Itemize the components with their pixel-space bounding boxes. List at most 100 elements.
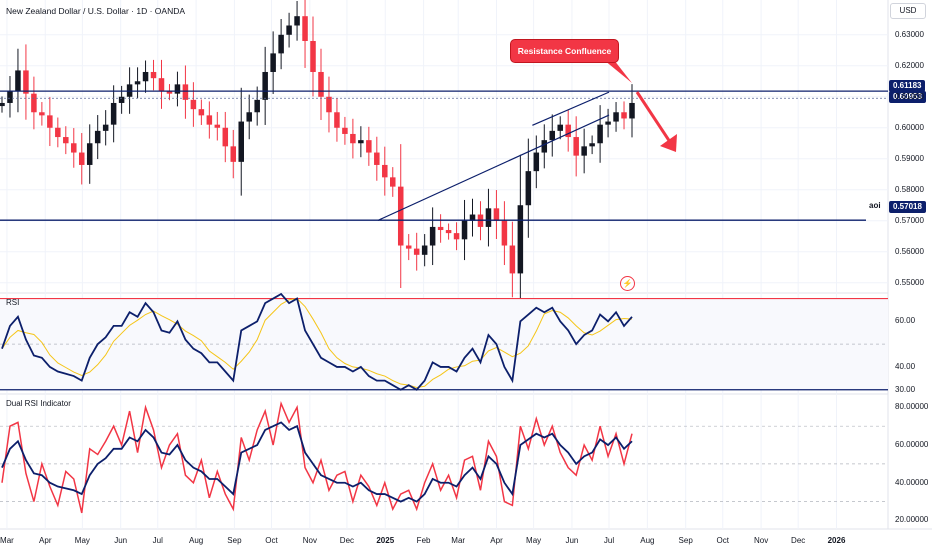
candle [374, 152, 380, 165]
down-arrow-head [660, 134, 677, 152]
candle [174, 84, 181, 94]
price-tick-label: 0.55000 [895, 277, 924, 287]
rsi-pane[interactable] [0, 292, 888, 391]
time-tick-label: Aug [188, 536, 204, 545]
price-tick-label: 0.60000 [895, 122, 924, 132]
candle [246, 112, 252, 122]
resistance-callout: Resistance Confluence [510, 39, 619, 63]
time-tick-label: Jul [152, 536, 163, 545]
candle [15, 70, 21, 91]
candle [63, 137, 69, 144]
time-tick-label: Mar [451, 536, 466, 545]
price-tick-label: 0.63000 [895, 29, 924, 39]
candle [31, 93, 37, 113]
candle [254, 99, 260, 113]
candle [605, 121, 611, 125]
dual-rsi-tick-label: 60.00000 [895, 440, 929, 450]
candle [565, 124, 571, 138]
time-tick-label: May [526, 536, 542, 545]
time-tick-label: Oct [716, 536, 729, 545]
candle [118, 96, 125, 103]
candle [581, 146, 587, 156]
time-tick-label: May [74, 536, 90, 545]
time-tick-label: Mar [0, 536, 14, 545]
price-tick-label: 0.62000 [895, 60, 924, 70]
candle [397, 186, 404, 246]
candle [182, 84, 189, 100]
time-tick-label: Jun [114, 536, 128, 545]
candle [485, 208, 492, 227]
candle [222, 127, 229, 147]
rsi-ma-line [1, 298, 633, 388]
price-pane[interactable] [0, 0, 888, 324]
candle [613, 112, 619, 122]
candle [39, 112, 45, 116]
candle [262, 71, 268, 100]
dual-rsi-fast-line [1, 400, 633, 514]
candle [517, 205, 524, 274]
candle [198, 109, 205, 116]
candle [390, 177, 396, 187]
time-tick-label: Apr [39, 536, 52, 545]
candle [23, 70, 29, 94]
time-tick-label: Sep [678, 536, 693, 545]
candle [525, 171, 532, 206]
candle [94, 130, 101, 144]
candle [55, 127, 61, 138]
candle [286, 25, 292, 35]
time-tick-label: Feb [416, 536, 431, 545]
candle [445, 230, 452, 234]
lightning-icon[interactable]: ⚡ [620, 276, 635, 291]
candle [326, 96, 332, 113]
price-tick-label: 0.57000 [895, 215, 924, 225]
candle [533, 152, 540, 172]
candle [366, 140, 372, 153]
candle [629, 102, 635, 119]
candle [421, 245, 428, 255]
candle [429, 226, 436, 246]
candle [134, 81, 141, 85]
candle [501, 220, 508, 246]
time-tick-label: 2026 [827, 536, 846, 545]
dual-rsi-tick-label: 40.00000 [895, 477, 929, 487]
candle [461, 220, 468, 240]
candle [47, 115, 53, 128]
dual-rsi-slow-line [1, 421, 633, 503]
candle [334, 112, 340, 128]
time-tick-label: Apr [490, 536, 503, 545]
candle [342, 127, 348, 134]
candle [358, 140, 364, 144]
candle [573, 137, 579, 156]
candle [150, 71, 157, 79]
candle [621, 112, 627, 119]
candle [589, 143, 595, 147]
aoi-label: aoi [869, 201, 881, 210]
rsi-tick-label: 30.00 [895, 384, 916, 394]
candle [469, 214, 476, 221]
currency-selector[interactable]: USD [890, 3, 926, 19]
candle [405, 245, 412, 249]
candle [270, 53, 276, 72]
candle [102, 124, 109, 131]
rsi-pane-label: RSI [6, 298, 20, 307]
candle [294, 16, 300, 26]
rsi-tick-label: 40.00 [895, 361, 916, 371]
time-tick-label: Jun [565, 536, 579, 545]
candle [78, 152, 85, 165]
candle [238, 121, 244, 162]
candle [214, 124, 221, 128]
candle [86, 143, 93, 165]
callout-pointer [604, 60, 632, 83]
candle [206, 115, 213, 125]
candle [302, 16, 308, 41]
candle [166, 90, 173, 94]
candle [557, 124, 563, 131]
dual-rsi-tick-label: 80.00000 [895, 402, 929, 412]
time-tick-label: Aug [640, 536, 655, 545]
candle [541, 140, 548, 153]
candle [110, 102, 117, 125]
dual-rsi-tick-label: 20.00000 [895, 515, 929, 525]
dual-rsi-pane[interactable] [0, 400, 888, 514]
candle [597, 124, 603, 144]
